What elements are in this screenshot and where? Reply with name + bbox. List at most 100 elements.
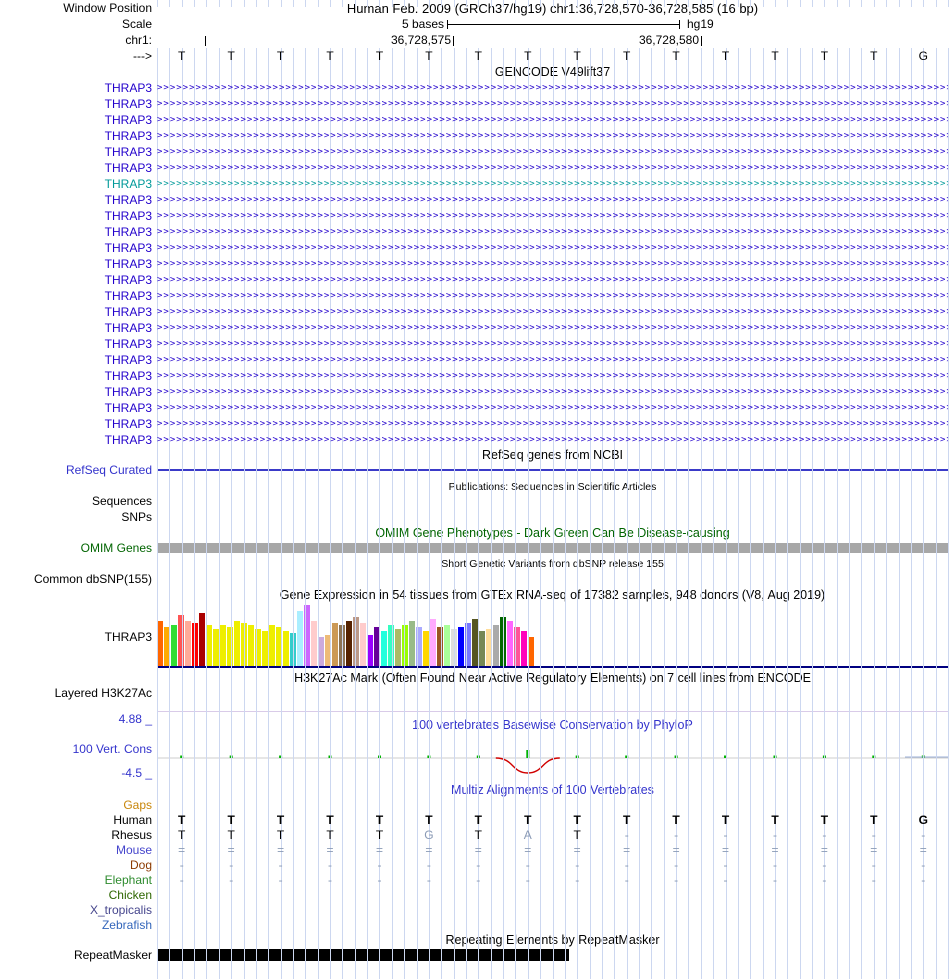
gtex-bar[interactable] [353, 617, 359, 667]
gene-label[interactable]: THRAP3 [104, 401, 152, 415]
gtex-bar[interactable] [213, 629, 219, 667]
gene-row-arrows[interactable]: >>>>>>>>>>>>>>>>>>>>>>>>>>>>>>>>>>>>>>>>… [157, 259, 948, 269]
gtex-bar[interactable] [388, 625, 394, 667]
gene-label[interactable]: THRAP3 [104, 353, 152, 367]
species-label[interactable]: Gaps [123, 798, 152, 812]
gene-label[interactable]: THRAP3 [104, 337, 152, 351]
gene-row-arrows[interactable]: >>>>>>>>>>>>>>>>>>>>>>>>>>>>>>>>>>>>>>>>… [157, 403, 948, 413]
species-label[interactable]: X_tropicalis [89, 903, 152, 917]
gene-label[interactable]: THRAP3 [104, 113, 152, 127]
gtex-bar[interactable] [171, 625, 177, 667]
species-label[interactable]: Rhesus [111, 828, 152, 842]
gtex-bar[interactable] [360, 623, 366, 667]
gene-label[interactable]: THRAP3 [104, 193, 152, 207]
gtex-bar[interactable] [318, 637, 324, 667]
gene-label[interactable]: THRAP3 [104, 225, 152, 239]
gene-label[interactable]: THRAP3 [104, 385, 152, 399]
gene-row-arrows[interactable]: >>>>>>>>>>>>>>>>>>>>>>>>>>>>>>>>>>>>>>>>… [157, 195, 948, 205]
gtex-bar[interactable] [304, 605, 310, 667]
gene-row-arrows[interactable]: >>>>>>>>>>>>>>>>>>>>>>>>>>>>>>>>>>>>>>>>… [157, 179, 948, 189]
gene-row-arrows[interactable]: >>>>>>>>>>>>>>>>>>>>>>>>>>>>>>>>>>>>>>>>… [157, 243, 948, 253]
gtex-bar[interactable] [437, 627, 443, 667]
gene-row-arrows[interactable]: >>>>>>>>>>>>>>>>>>>>>>>>>>>>>>>>>>>>>>>>… [157, 275, 948, 285]
common-dbsnp-label[interactable]: Common dbSNP(155) [33, 572, 152, 586]
gtex-bar[interactable] [521, 631, 527, 667]
gene-row-arrows[interactable]: >>>>>>>>>>>>>>>>>>>>>>>>>>>>>>>>>>>>>>>>… [157, 83, 948, 93]
gtex-bar[interactable] [507, 621, 513, 667]
gtex-bar[interactable] [325, 635, 331, 667]
gene-row-arrows[interactable]: >>>>>>>>>>>>>>>>>>>>>>>>>>>>>>>>>>>>>>>>… [157, 115, 948, 125]
gtex-bar[interactable] [416, 627, 422, 667]
sequences-label[interactable]: Sequences [91, 494, 152, 508]
gene-label[interactable]: THRAP3 [104, 257, 152, 271]
gene-row-arrows[interactable]: >>>>>>>>>>>>>>>>>>>>>>>>>>>>>>>>>>>>>>>>… [157, 387, 948, 397]
gtex-bar[interactable] [465, 623, 471, 667]
gene-label[interactable]: THRAP3 [104, 209, 152, 223]
snps-label[interactable]: SNPs [121, 510, 152, 524]
gtex-bar[interactable] [500, 617, 506, 667]
gene-row-arrows[interactable]: >>>>>>>>>>>>>>>>>>>>>>>>>>>>>>>>>>>>>>>>… [157, 419, 948, 429]
gene-label[interactable]: THRAP3 [104, 273, 152, 287]
gene-row-arrows[interactable]: >>>>>>>>>>>>>>>>>>>>>>>>>>>>>>>>>>>>>>>>… [157, 131, 948, 141]
repeatmasker-label[interactable]: RepeatMasker [73, 948, 152, 962]
gtex-bar[interactable] [528, 637, 534, 667]
gtex-bar[interactable] [367, 635, 373, 667]
species-label[interactable]: Elephant [104, 873, 152, 887]
gene-row-arrows[interactable]: >>>>>>>>>>>>>>>>>>>>>>>>>>>>>>>>>>>>>>>>… [157, 99, 948, 109]
gtex-bar[interactable] [311, 621, 317, 667]
gene-label[interactable]: THRAP3 [104, 321, 152, 335]
h3k27ac-label[interactable]: Layered H3K27Ac [54, 686, 152, 700]
gene-label[interactable]: THRAP3 [104, 177, 152, 191]
gene-label[interactable]: THRAP3 [104, 305, 152, 319]
phylop-track-label[interactable]: 100 Vert. Cons [72, 742, 152, 756]
gtex-bar[interactable] [178, 615, 184, 667]
gtex-bar[interactable] [332, 623, 338, 667]
gtex-bar[interactable] [164, 627, 170, 667]
gene-label[interactable]: THRAP3 [104, 369, 152, 383]
gene-row-arrows[interactable]: >>>>>>>>>>>>>>>>>>>>>>>>>>>>>>>>>>>>>>>>… [157, 371, 948, 381]
gene-label[interactable]: THRAP3 [104, 241, 152, 255]
gtex-bar[interactable] [479, 631, 485, 667]
gene-row-arrows[interactable]: >>>>>>>>>>>>>>>>>>>>>>>>>>>>>>>>>>>>>>>>… [157, 339, 948, 349]
gene-label[interactable]: THRAP3 [104, 129, 152, 143]
gtex-bar[interactable] [346, 621, 352, 667]
gtex-bar[interactable] [297, 611, 303, 667]
gtex-bar[interactable] [234, 621, 240, 667]
gtex-bar[interactable] [185, 621, 191, 667]
gene-label[interactable]: THRAP3 [104, 417, 152, 431]
gtex-bar[interactable] [514, 627, 520, 667]
gtex-bar[interactable] [276, 627, 282, 667]
gene-label[interactable]: THRAP3 [104, 145, 152, 159]
gtex-bar[interactable] [409, 621, 415, 667]
gene-row-arrows[interactable]: >>>>>>>>>>>>>>>>>>>>>>>>>>>>>>>>>>>>>>>>… [157, 323, 948, 333]
gtex-bar[interactable] [486, 629, 492, 667]
gene-row-arrows[interactable]: >>>>>>>>>>>>>>>>>>>>>>>>>>>>>>>>>>>>>>>>… [157, 227, 948, 237]
species-label[interactable]: Chicken [108, 888, 152, 902]
gene-row-arrows[interactable]: >>>>>>>>>>>>>>>>>>>>>>>>>>>>>>>>>>>>>>>>… [157, 163, 948, 173]
gtex-bar[interactable] [262, 631, 268, 667]
species-label[interactable]: Mouse [115, 843, 152, 857]
gtex-bar[interactable] [374, 627, 380, 667]
gene-row-arrows[interactable]: >>>>>>>>>>>>>>>>>>>>>>>>>>>>>>>>>>>>>>>>… [157, 147, 948, 157]
gene-row-arrows[interactable]: >>>>>>>>>>>>>>>>>>>>>>>>>>>>>>>>>>>>>>>>… [157, 211, 948, 221]
gtex-bar[interactable] [423, 631, 429, 667]
gtex-bar[interactable] [255, 629, 261, 667]
gtex-bar[interactable] [444, 625, 450, 667]
gtex-expression-bars[interactable] [157, 605, 948, 667]
gene-label[interactable]: THRAP3 [104, 97, 152, 111]
gene-row-arrows[interactable]: >>>>>>>>>>>>>>>>>>>>>>>>>>>>>>>>>>>>>>>>… [157, 307, 948, 317]
gene-label[interactable]: THRAP3 [104, 289, 152, 303]
gene-label[interactable]: THRAP3 [104, 433, 152, 447]
gtex-gene-label[interactable]: THRAP3 [104, 630, 152, 644]
omim-genes-label[interactable]: OMIM Genes [80, 541, 152, 555]
gtex-bar[interactable] [157, 621, 163, 667]
gtex-bar[interactable] [472, 619, 478, 667]
gtex-bar[interactable] [283, 631, 289, 667]
gene-row-arrows[interactable]: >>>>>>>>>>>>>>>>>>>>>>>>>>>>>>>>>>>>>>>>… [157, 291, 948, 301]
species-label[interactable]: Dog [129, 858, 152, 872]
gtex-bar[interactable] [381, 631, 387, 667]
gtex-bar[interactable] [339, 625, 345, 667]
gene-label[interactable]: THRAP3 [104, 81, 152, 95]
gtex-bar[interactable] [458, 627, 464, 667]
refseq-curated-label[interactable]: RefSeq Curated [65, 463, 152, 477]
